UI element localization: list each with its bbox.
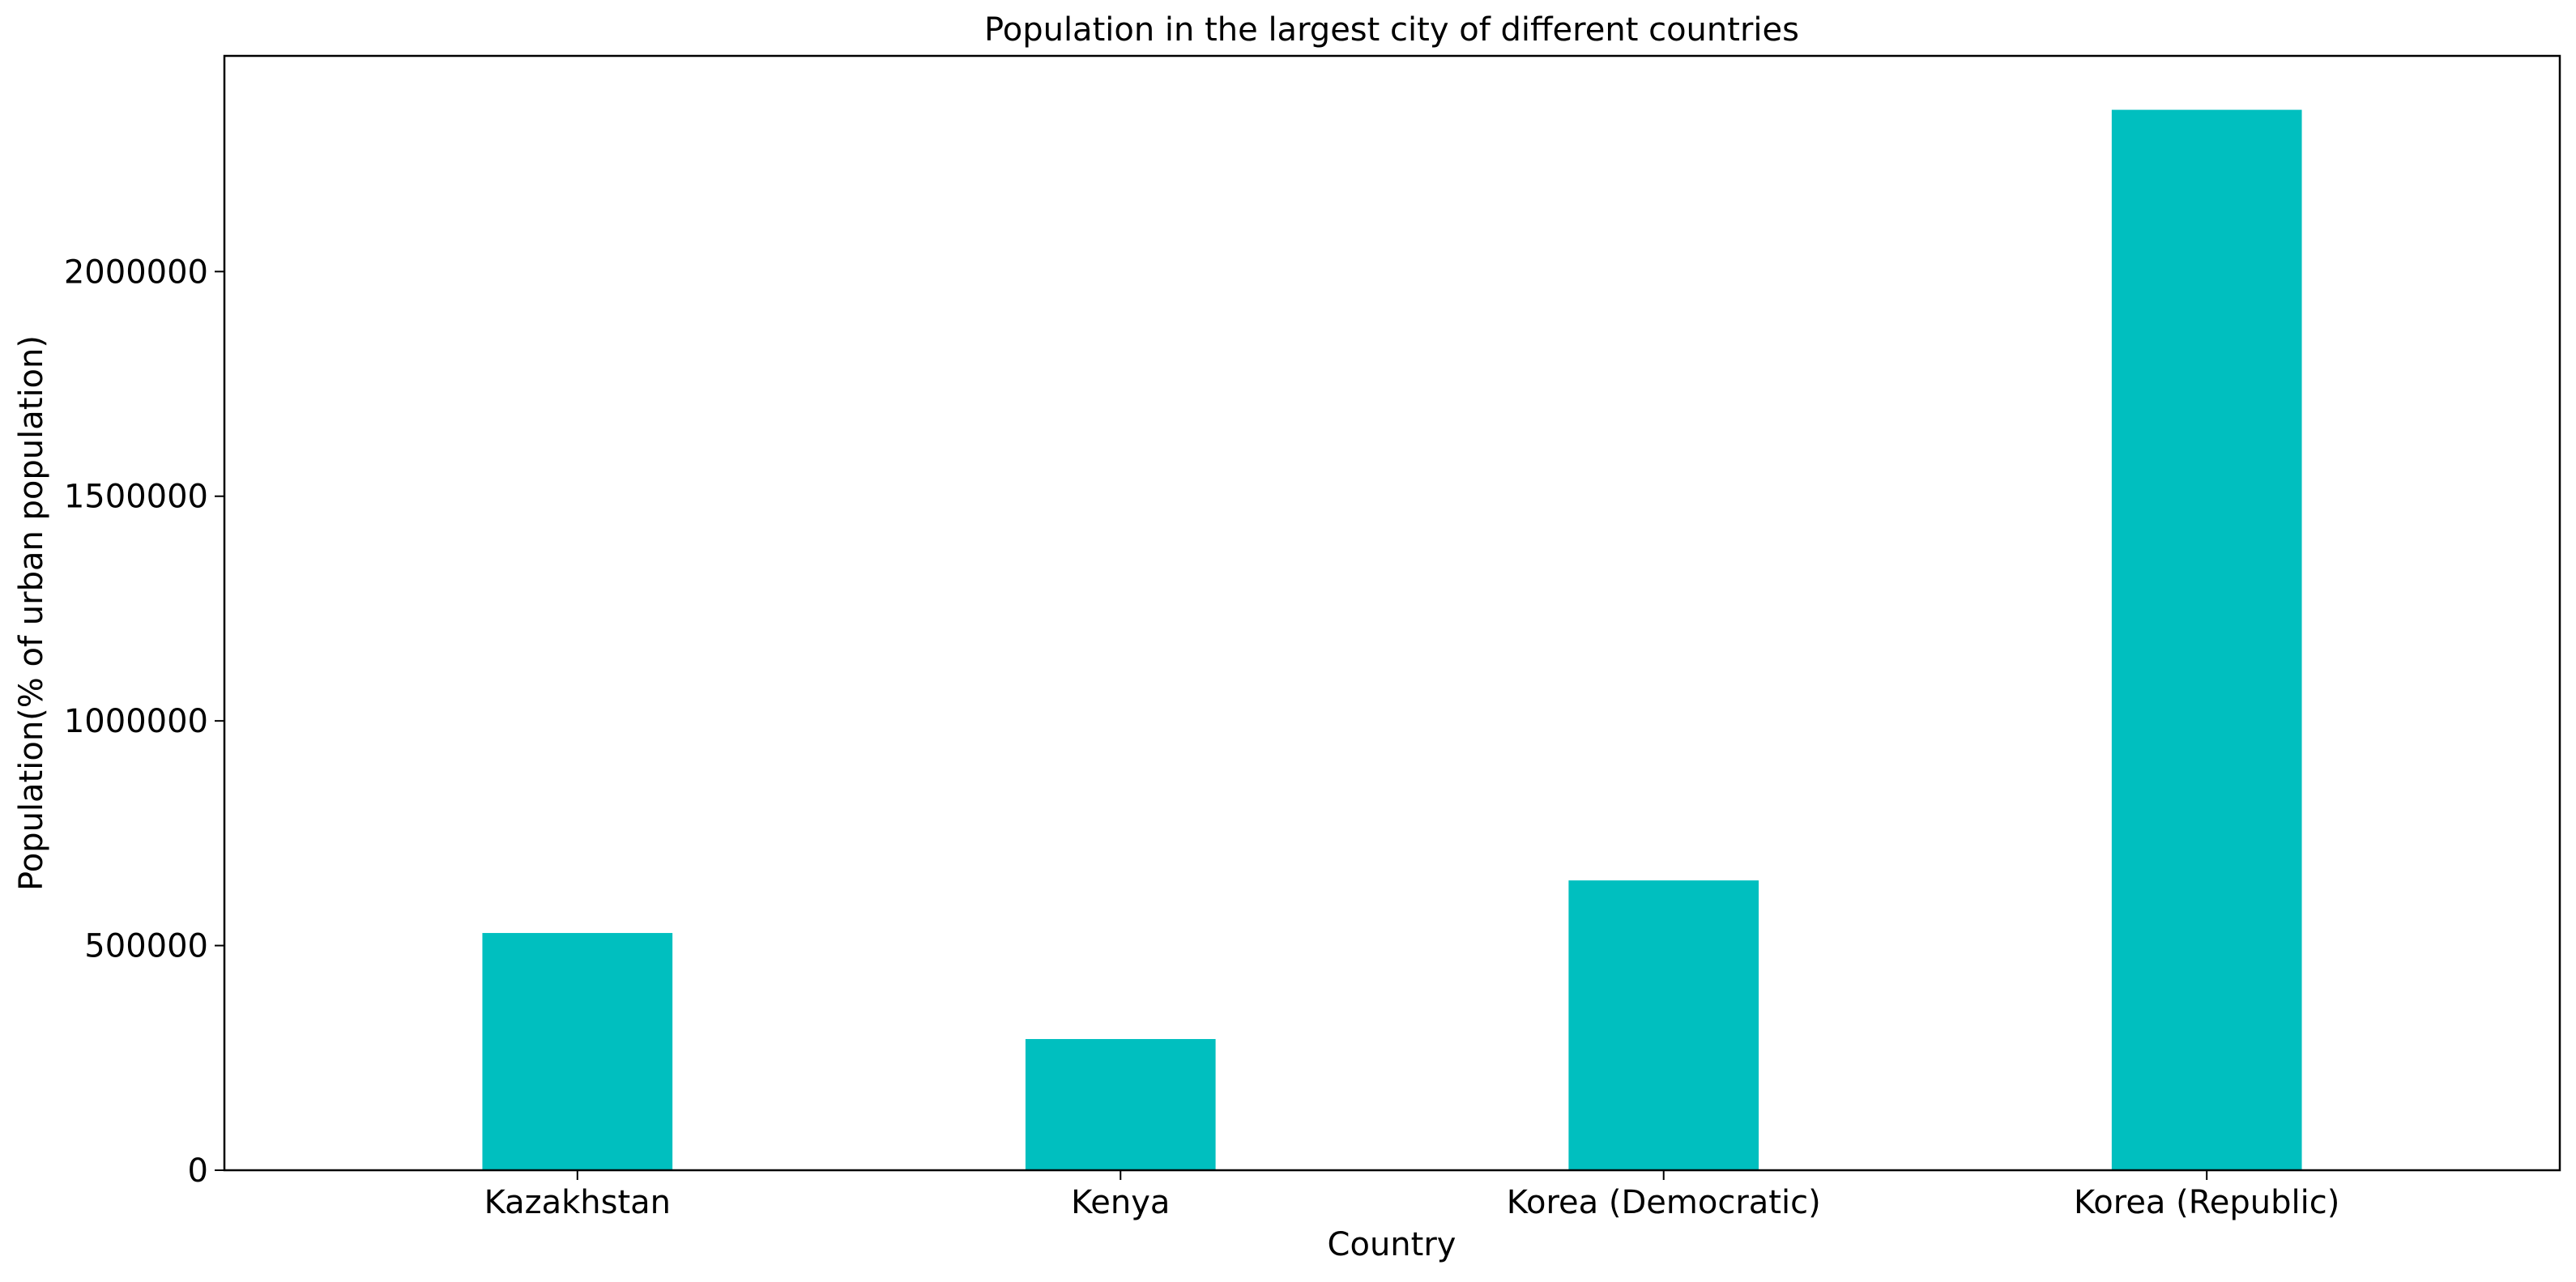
x-axis-ticks: Kazakhstan Kenya Korea (Democratic) Korea (…	[484, 1170, 2339, 1221]
x-tick-label: Kenya	[1071, 1184, 1170, 1221]
bar-kazakhstan	[482, 933, 673, 1170]
x-tick-label: Korea (Democratic)	[1507, 1184, 1821, 1221]
y-tick-label: 500000	[84, 928, 208, 965]
y-tick-label: 1000000	[64, 703, 208, 740]
y-axis-ticks: 0 500000 1000000 1500000 2000000	[64, 253, 224, 1190]
x-axis-label: Country	[1328, 1226, 1456, 1263]
y-tick-label: 2000000	[64, 253, 208, 291]
plot-area-frame	[223, 54, 2561, 1172]
bar-kenya	[1025, 1038, 1216, 1170]
y-axis-label: Population(% of urban population)	[13, 335, 50, 891]
chart-title: Population in the largest city of differ…	[984, 11, 1799, 49]
x-tick-label: Korea (Republic)	[2074, 1184, 2339, 1221]
y-tick-label: 0	[188, 1152, 208, 1190]
bar-korea-republic	[2111, 109, 2302, 1170]
y-tick-label: 1500000	[64, 479, 208, 516]
bar-korea-democratic	[1568, 880, 1759, 1170]
bars-layer	[482, 109, 2302, 1170]
x-tick-label: Kazakhstan	[484, 1184, 671, 1221]
